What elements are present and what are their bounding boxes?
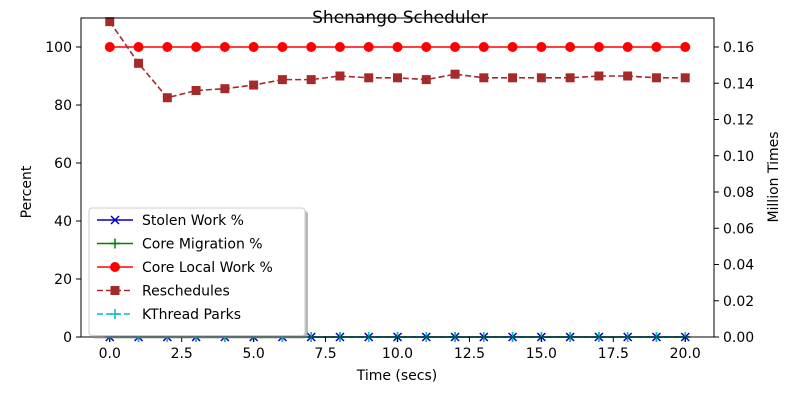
legend-marker (110, 238, 120, 249)
y2-tick-label: 0.06 (723, 221, 754, 237)
legend-entry: Stolen Work % (97, 213, 244, 229)
x-tick-label: 10.0 (382, 346, 413, 362)
y-tick-label: 100 (45, 40, 72, 56)
y2-tick-label: 0.12 (723, 113, 754, 129)
data-point (651, 73, 661, 83)
x-tick-label: 15.0 (526, 346, 557, 362)
series-2 (104, 42, 691, 52)
x-axis-title: Time (secs) (356, 368, 438, 384)
data-point (277, 75, 287, 85)
data-point (393, 73, 402, 83)
data-point (593, 42, 604, 52)
data-point (162, 93, 172, 103)
data-point (680, 42, 691, 52)
data-point (306, 75, 316, 85)
data-point (248, 42, 259, 52)
y-tick-label: 0 (63, 330, 72, 346)
data-point (450, 42, 461, 52)
data-point (363, 42, 374, 52)
y2-tick-label: 0.08 (723, 185, 754, 201)
legend-label: Core Migration % (142, 237, 263, 253)
legend: Stolen Work % Core Migration % Core Local … (88, 207, 308, 339)
data-point (133, 42, 144, 52)
y2-tick-label: 0.04 (723, 258, 754, 274)
y-axis-title: Percent (19, 165, 35, 218)
data-point (134, 58, 144, 68)
x-tick-label: 7.5 (314, 346, 336, 362)
data-point (277, 42, 288, 52)
data-point (364, 73, 374, 83)
y2-tick-label: 0.16 (723, 40, 754, 56)
data-point (191, 86, 201, 95)
data-point (450, 69, 460, 79)
y2-tick-label: 0.10 (723, 149, 754, 165)
x-tick-label: 5.0 (243, 346, 265, 362)
legend-entry: Core Local Work % (97, 260, 273, 276)
data-point (249, 80, 259, 90)
data-point (220, 84, 230, 94)
data-point (507, 42, 518, 52)
legend-label: KThread Parks (142, 307, 241, 323)
data-point (479, 73, 489, 83)
series-3 (105, 17, 690, 103)
legend-entry: Reschedules (97, 284, 230, 300)
data-point (536, 42, 547, 52)
data-point (478, 42, 489, 52)
data-point (306, 42, 317, 52)
data-point (536, 73, 546, 83)
x-tick-label: 20.0 (670, 346, 701, 362)
y-tick-label: 20 (54, 272, 72, 288)
data-point (565, 73, 575, 83)
data-point (334, 42, 345, 52)
legend-label: Stolen Work % (142, 213, 244, 229)
y2-axis-title: Million Times (766, 131, 782, 222)
legend-marker (110, 309, 120, 319)
legend-marker (110, 286, 120, 295)
y-tick-label: 80 (54, 98, 72, 114)
chart-title: Shenango Scheduler (312, 8, 488, 28)
data-point (622, 42, 633, 52)
legend-label: Reschedules (142, 284, 230, 300)
y2-tick-label: 0.00 (723, 330, 754, 346)
y2-tick-label: 0.02 (723, 294, 754, 310)
axes: 0.0 2.5 5.0 7.5 10.0 12.5 15.0 17.5 20.0 0 20 40 60 8… (45, 17, 754, 362)
data-point (104, 42, 115, 52)
data-point (680, 73, 690, 83)
data-point (162, 42, 173, 52)
legend-label: Core Local Work % (142, 260, 273, 276)
legend-marker (110, 262, 120, 272)
legend-box (88, 207, 306, 336)
data-point (565, 42, 576, 52)
data-point (651, 42, 662, 52)
data-point (219, 42, 230, 52)
legend-entry: Core Migration % (97, 237, 263, 253)
x-tick-label: 2.5 (171, 346, 193, 362)
data-point (594, 71, 604, 81)
y-tick-label: 60 (54, 156, 72, 172)
legend-marker (110, 215, 120, 225)
data-point (105, 17, 115, 27)
x-tick-label: 12.5 (454, 346, 485, 362)
data-point (191, 42, 202, 52)
data-point (508, 73, 518, 83)
x-tick-label: 0.0 (99, 346, 121, 362)
y-tick-label: 40 (54, 214, 72, 230)
data-point (392, 42, 403, 52)
legend-entry: KThread Parks (97, 307, 241, 323)
data-point (623, 71, 633, 81)
data-point (421, 75, 431, 85)
x-tick-label: 17.5 (598, 346, 629, 362)
data-point (421, 42, 432, 52)
y2-tick-label: 0.14 (723, 76, 754, 92)
data-point (335, 71, 345, 81)
